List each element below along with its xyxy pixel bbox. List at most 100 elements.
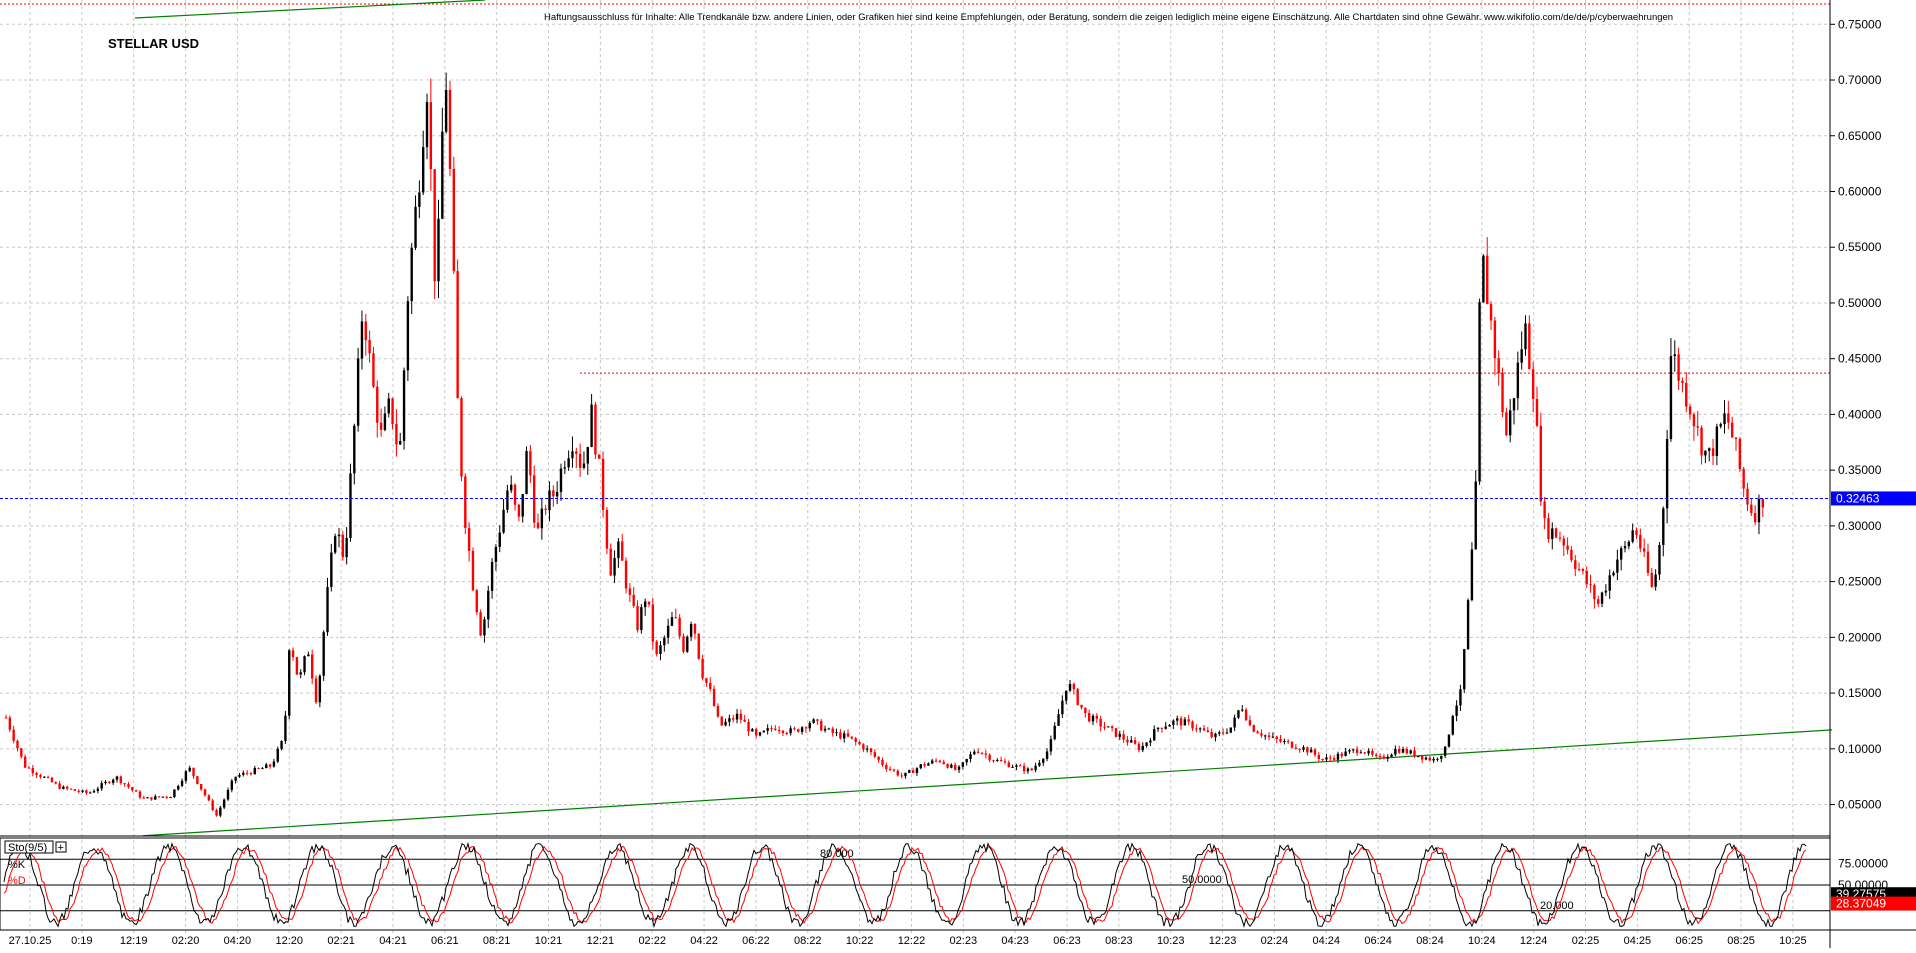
candle-body [92,791,96,793]
candle-body [1011,766,1014,768]
candle-body [31,768,34,774]
candle-body [1103,726,1106,728]
candle-body [651,604,655,642]
candle-body [1367,750,1370,754]
stoch-level-label: 80.000 [820,848,854,860]
candle-body [1413,750,1416,757]
candle-body [946,764,949,768]
candle-body [1049,739,1053,752]
candle-body [1554,528,1558,538]
candle-body [1271,736,1275,738]
candle-body [127,784,130,788]
candle-body [1214,733,1217,738]
candle-body [900,775,903,777]
candle-body [709,682,712,689]
candle-body [383,413,387,430]
candle-body [1176,718,1179,721]
y-tick-label: 0.35000 [1838,463,1882,477]
candle-body [242,772,245,775]
candle-body [1133,740,1137,744]
candle-body [12,729,15,741]
x-tick-label: 04:24 [1312,935,1340,947]
candle-body [429,102,433,170]
candle-body [349,473,352,539]
candle-body [1719,424,1722,427]
candle-body [1524,323,1527,350]
candle-body [1574,560,1577,570]
candle-body [1715,426,1719,456]
candle-body [150,797,153,800]
candle-body [1447,734,1451,747]
candle-body [1642,548,1646,552]
candle-body [1107,726,1110,728]
candle-body [816,719,819,721]
candle-body [1183,719,1187,726]
candle-body [628,588,632,595]
candle-body [732,718,735,720]
candle-body [1153,729,1156,741]
candle-body [513,484,517,505]
candle-body [1501,373,1504,413]
stoch-expand-button[interactable] [55,841,67,853]
candle-body [697,633,700,659]
candle-body [1065,690,1068,701]
stoch-title-box[interactable] [4,840,54,854]
y-tick-label: 0.55000 [1838,240,1882,254]
candle-body [131,787,134,791]
candle-body [609,548,612,576]
candle-body [1198,728,1202,730]
candle-body [314,678,318,703]
candle-body [1218,732,1221,734]
candle-body [831,728,834,734]
candle-body [1156,727,1160,730]
x-tick-label: 04:21 [379,935,407,947]
candle-body [177,785,180,790]
candle-body [1340,753,1343,757]
x-tick-label: 02:20 [172,935,200,947]
candle-body [1061,700,1064,715]
candle-body [441,131,444,219]
candle-body [552,490,555,497]
candle-body [402,370,406,442]
candle-body [161,796,165,798]
candle-body [885,765,888,769]
candle-body [471,550,475,591]
candle-body [1486,255,1489,305]
candle-body [73,789,77,791]
candle-body [1673,354,1676,357]
candle-body [1084,707,1087,714]
candle-body [559,468,563,493]
candle-body [1286,741,1290,743]
candle-body [1531,369,1535,399]
candle-body [1711,448,1715,456]
candle-body [66,786,69,789]
candle-body [1397,748,1401,753]
candle-body [820,720,823,731]
candle-body [555,492,559,497]
candle-body [1493,320,1497,359]
x-tick-label: 02:23 [950,935,978,947]
candle-body [1432,758,1435,761]
candle-body [1375,754,1378,756]
candle-body [877,756,880,760]
candle-body [724,721,727,726]
candle-body [793,728,796,730]
candle-body [1283,741,1286,743]
candle-body [479,612,482,636]
x-tick-label: 02:25 [1572,935,1600,947]
candle-body [1738,438,1742,469]
candle-body [601,458,605,510]
candle-body [1195,728,1198,730]
candle-body [456,271,459,399]
candle-body [104,781,107,784]
candle-body [835,732,838,734]
candle-body [896,770,899,776]
x-tick-label: 04:22 [690,935,718,947]
stoch-k-line [3,841,1807,929]
upper-trendline [134,0,486,19]
candle-body [1623,546,1627,549]
candle-body [923,764,926,766]
candle-body [200,784,203,790]
candle-body [387,398,390,414]
